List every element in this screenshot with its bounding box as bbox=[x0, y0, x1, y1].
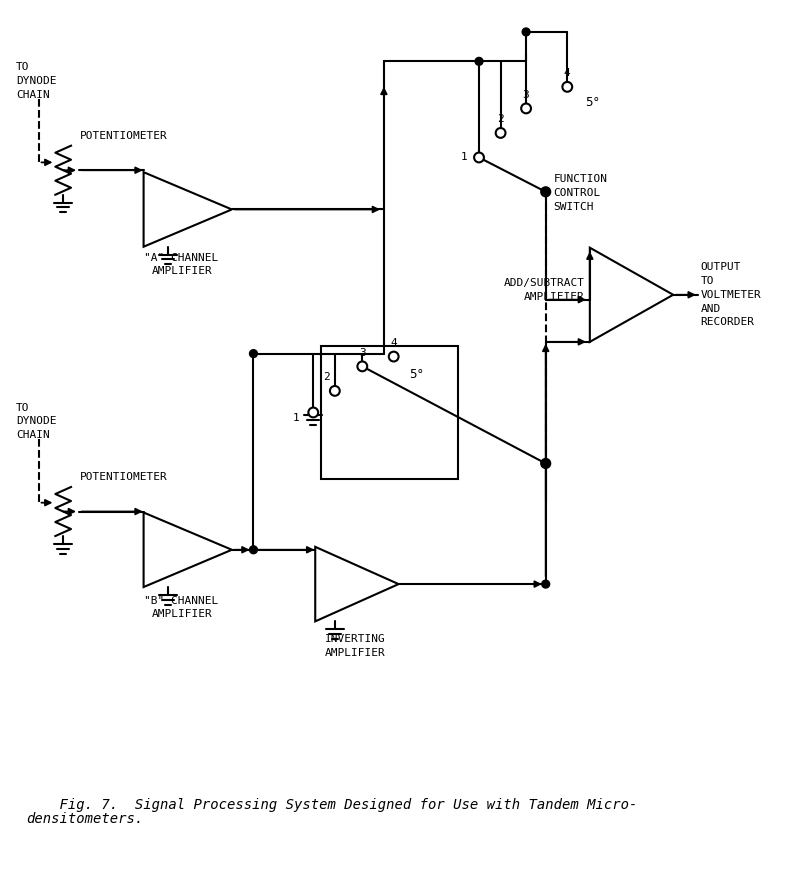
Circle shape bbox=[389, 351, 398, 362]
Text: AMPLIFIER: AMPLIFIER bbox=[151, 610, 212, 619]
Text: 2: 2 bbox=[498, 114, 504, 124]
Text: DYNODE: DYNODE bbox=[16, 416, 57, 426]
Circle shape bbox=[541, 187, 550, 197]
Text: 3: 3 bbox=[359, 348, 366, 358]
Text: AND: AND bbox=[701, 303, 721, 314]
Text: POTENTIOMETER: POTENTIOMETER bbox=[80, 131, 167, 141]
Text: TO: TO bbox=[701, 276, 714, 286]
Text: 5°: 5° bbox=[585, 96, 600, 109]
Text: AMPLIFIER: AMPLIFIER bbox=[524, 292, 585, 302]
Text: 4: 4 bbox=[564, 68, 570, 78]
Text: OUTPUT: OUTPUT bbox=[701, 262, 741, 272]
Circle shape bbox=[330, 386, 340, 396]
Circle shape bbox=[522, 28, 530, 36]
Text: densitometers.: densitometers. bbox=[26, 813, 143, 827]
Text: TO: TO bbox=[16, 62, 30, 72]
Text: 1: 1 bbox=[293, 413, 299, 423]
Text: AMPLIFIER: AMPLIFIER bbox=[151, 266, 212, 276]
Text: 3: 3 bbox=[522, 90, 530, 99]
Circle shape bbox=[250, 350, 258, 358]
Text: POTENTIOMETER: POTENTIOMETER bbox=[80, 473, 167, 482]
Text: CHAIN: CHAIN bbox=[16, 90, 50, 99]
Text: SWITCH: SWITCH bbox=[554, 201, 594, 212]
Text: FUNCTION: FUNCTION bbox=[554, 174, 607, 184]
Circle shape bbox=[474, 153, 484, 162]
Text: CONTROL: CONTROL bbox=[554, 187, 601, 198]
Text: DYNODE: DYNODE bbox=[16, 76, 57, 86]
Circle shape bbox=[250, 546, 258, 554]
Text: CHAIN: CHAIN bbox=[16, 430, 50, 440]
Text: INVERTING: INVERTING bbox=[325, 634, 386, 644]
Circle shape bbox=[496, 128, 506, 138]
Text: RECORDER: RECORDER bbox=[701, 317, 754, 327]
Text: 1: 1 bbox=[461, 153, 467, 162]
Text: "B" CHANNEL: "B" CHANNEL bbox=[143, 596, 218, 606]
Circle shape bbox=[475, 58, 483, 65]
Text: VOLTMETER: VOLTMETER bbox=[701, 290, 762, 300]
Text: AMPLIFIER: AMPLIFIER bbox=[325, 648, 386, 657]
Circle shape bbox=[308, 407, 318, 418]
Text: TO: TO bbox=[16, 403, 30, 412]
Circle shape bbox=[358, 362, 367, 371]
Circle shape bbox=[541, 459, 550, 468]
Text: 2: 2 bbox=[324, 372, 330, 382]
Circle shape bbox=[542, 580, 550, 588]
Circle shape bbox=[562, 82, 572, 92]
Text: ADD/SUBTRACT: ADD/SUBTRACT bbox=[504, 278, 585, 288]
Circle shape bbox=[521, 104, 531, 113]
Text: 5°: 5° bbox=[410, 368, 424, 381]
Text: 4: 4 bbox=[390, 337, 397, 348]
Text: "A" CHANNEL: "A" CHANNEL bbox=[143, 253, 218, 262]
Text: Fig. 7.  Signal Processing System Designed for Use with Tandem Micro-: Fig. 7. Signal Processing System Designe… bbox=[26, 798, 638, 812]
